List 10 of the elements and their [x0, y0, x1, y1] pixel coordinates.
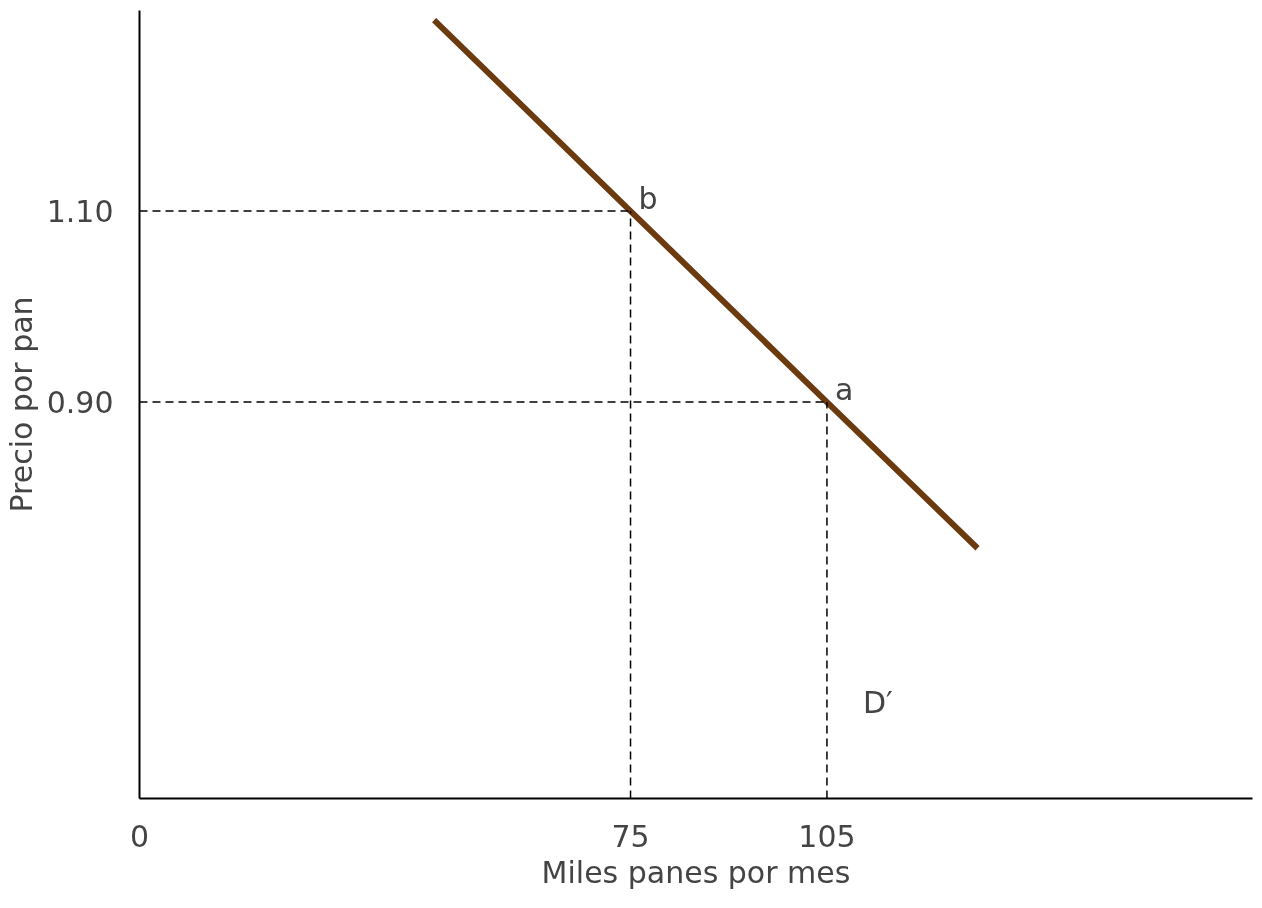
y-axis-title: Precio por pan — [3, 296, 39, 513]
x-tick-label: 105 — [798, 818, 856, 854]
x-tick-label: 0 — [129, 818, 150, 854]
annotation: a — [834, 372, 854, 408]
x-tick-label: 75 — [611, 818, 650, 854]
annotation: D′ — [862, 684, 894, 720]
annotation: b — [638, 181, 658, 217]
x-axis-title: Miles panes por mes — [541, 854, 851, 890]
y-tick-label: 1.10 — [46, 194, 114, 230]
y-tick-label: 0.90 — [46, 385, 114, 421]
